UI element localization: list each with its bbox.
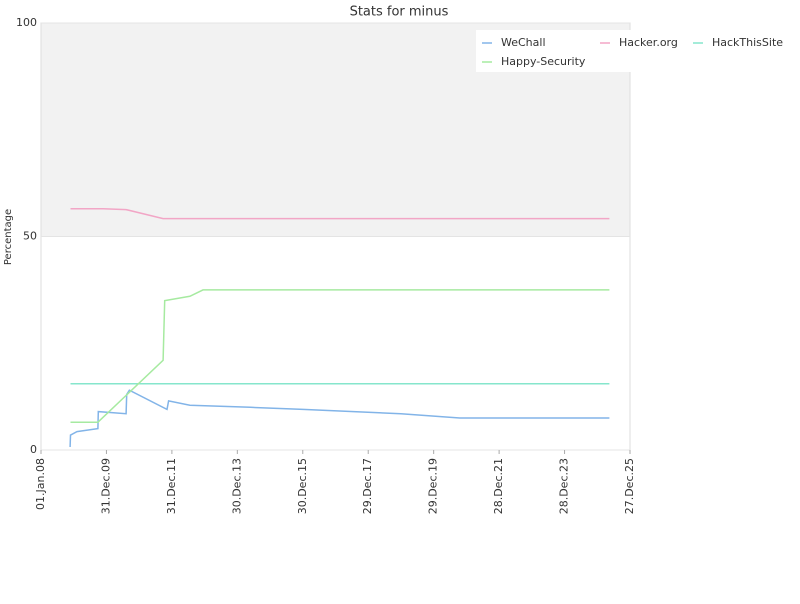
series-line bbox=[69, 389, 610, 448]
series-line bbox=[70, 207, 610, 220]
y-tick-label: 0 bbox=[30, 443, 37, 456]
chart-title: Stats for minus bbox=[350, 5, 449, 20]
y-tick-label: 100 bbox=[16, 16, 37, 29]
x-tick-label: 31.Dec.11 bbox=[165, 458, 178, 514]
x-tick-label: 01.Jan.08 bbox=[34, 458, 47, 510]
x-tick-label: 30.Dec.15 bbox=[296, 458, 309, 514]
x-tick-label: 29.Dec.19 bbox=[427, 458, 440, 514]
legend-label: Happy-Security bbox=[501, 55, 586, 68]
x-tick-label: 29.Dec.17 bbox=[361, 458, 374, 514]
series-line bbox=[70, 289, 610, 423]
legend-label: WeChall bbox=[501, 36, 546, 49]
x-tick-label: 31.Dec.09 bbox=[99, 458, 112, 514]
x-tick-label: 27.Dec.25 bbox=[623, 458, 636, 514]
x-tick-label: 30.Dec.13 bbox=[230, 458, 243, 514]
x-tick-label: 28.Dec.23 bbox=[558, 458, 571, 514]
y-tick-label: 50 bbox=[23, 230, 37, 243]
legend bbox=[476, 30, 790, 72]
legend-label: HackThisSite bbox=[712, 36, 783, 49]
legend-label: Hacker.org bbox=[619, 36, 678, 49]
y-axis-label: Percentage bbox=[3, 209, 14, 265]
x-tick-label: 28.Dec.21 bbox=[492, 458, 505, 514]
